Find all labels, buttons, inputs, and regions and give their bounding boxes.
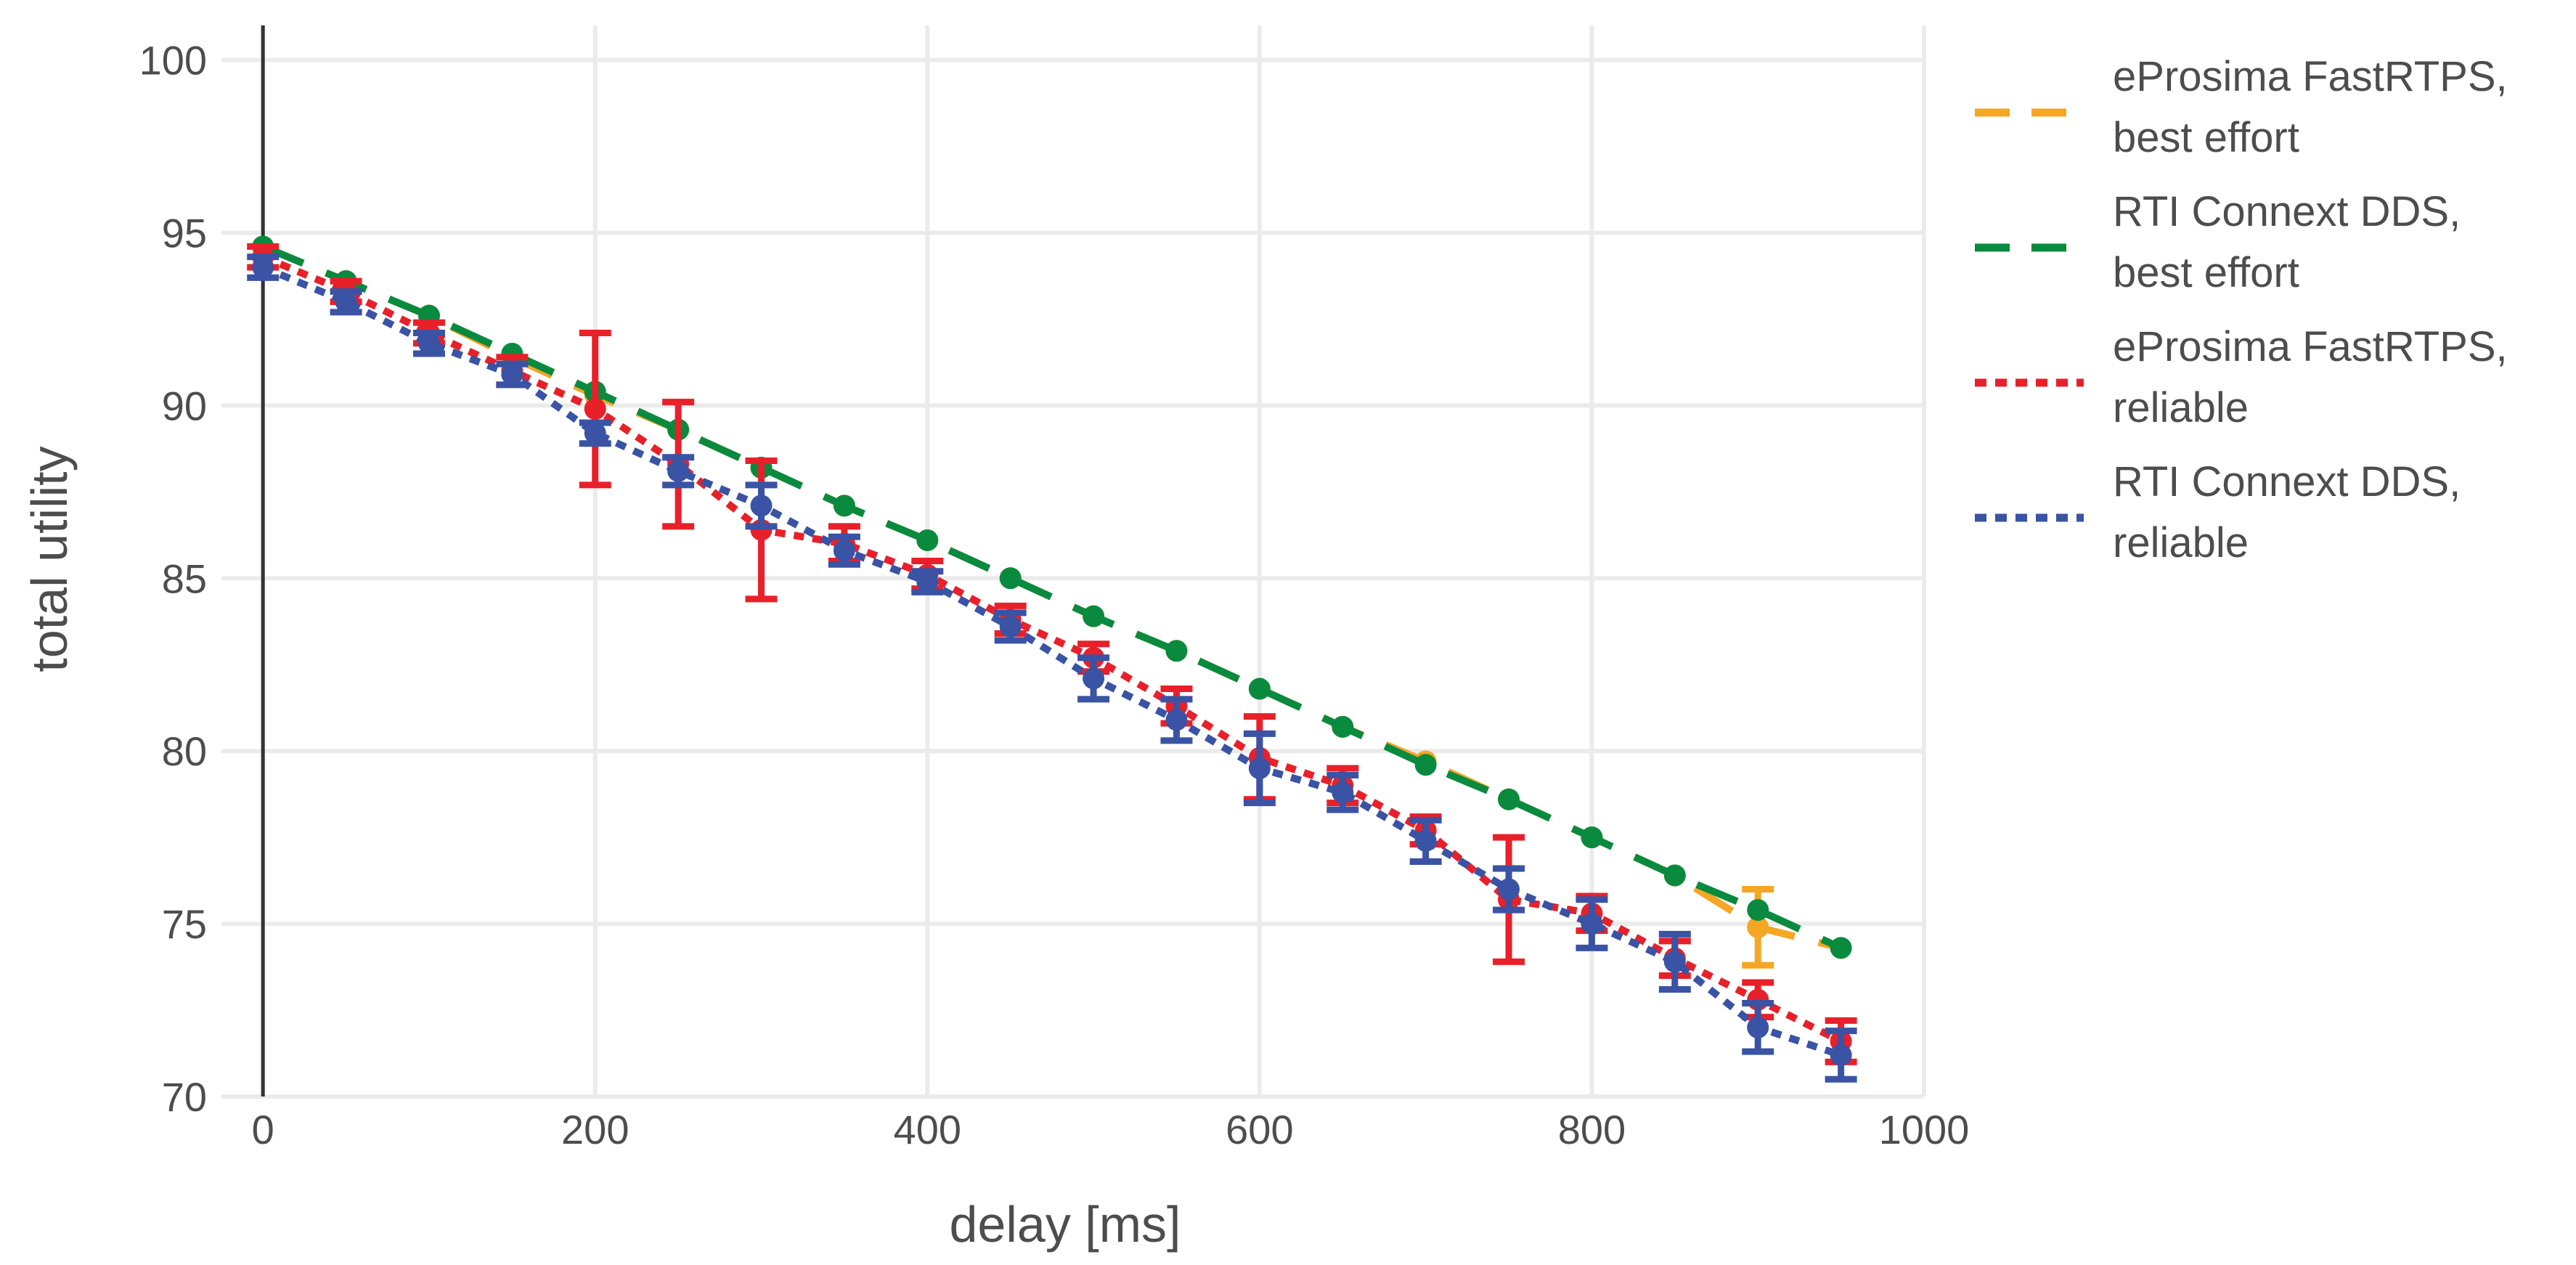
y-tick-label: 85 [162, 556, 207, 601]
y-tick-label: 95 [162, 210, 207, 256]
legend-label: eProsima FastRTPS, [2113, 53, 2508, 100]
x-tick-label: 0 [252, 1107, 274, 1152]
data-point [1165, 709, 1188, 731]
data-point [1083, 605, 1105, 627]
x-tick-label: 1000 [1879, 1107, 1970, 1152]
series-line [261, 243, 1843, 951]
series-line [261, 264, 1843, 1059]
data-point [999, 615, 1022, 638]
data-point [999, 567, 1022, 590]
legend-label: eProsima FastRTPS, [2113, 323, 2508, 370]
legend-item: eProsima FastRTPS, best effort [1975, 53, 2508, 161]
data-point [667, 460, 690, 482]
legend-label: RTI Connext DDS, [2113, 188, 2461, 235]
data-point [584, 398, 606, 420]
y-tick-label: 75 [162, 901, 207, 947]
data-point [1248, 678, 1271, 700]
legend-label: best effort [2113, 114, 2299, 161]
data-point [833, 495, 855, 517]
data-point [1332, 715, 1354, 738]
legend-item: RTI Connext DDS, reliable [1975, 458, 2461, 566]
y-tick-label: 80 [162, 728, 207, 774]
data-point [750, 495, 773, 517]
data-point [252, 256, 274, 279]
series-4 [247, 253, 1857, 1083]
legend-item: eProsima FastRTPS, reliable [1975, 323, 2508, 431]
data-point [1747, 1016, 1769, 1038]
data-point [1581, 913, 1603, 935]
data-point [1414, 754, 1437, 776]
data-point [1332, 781, 1354, 804]
data-point [916, 571, 939, 593]
data-point [1498, 788, 1520, 810]
data-point [1165, 640, 1188, 662]
data-point [833, 540, 855, 562]
data-point [1830, 937, 1852, 959]
series-layer [247, 235, 1857, 1083]
y-tick-label: 90 [162, 383, 207, 428]
y-tick-label: 70 [162, 1074, 207, 1120]
x-axis-title: delay [ms] [950, 1196, 1181, 1253]
data-point [1747, 899, 1769, 922]
data-point [1747, 916, 1769, 938]
y-tick-label: 100 [139, 38, 207, 84]
data-point [1083, 667, 1105, 690]
legend-label: reliable [2113, 519, 2249, 566]
data-point [1830, 1044, 1852, 1066]
data-point [1663, 951, 1686, 973]
data-point [335, 290, 357, 313]
data-point [916, 529, 939, 551]
data-point [1414, 829, 1437, 852]
series-2 [252, 235, 1852, 959]
x-tick-label: 400 [894, 1107, 961, 1152]
legend-label: best effort [2113, 249, 2299, 296]
data-point [584, 422, 606, 444]
legend-label: reliable [2113, 384, 2249, 431]
data-point [417, 332, 440, 354]
legend-label: RTI Connext DDS, [2113, 458, 2461, 505]
data-point [1498, 878, 1520, 900]
x-tick-label: 800 [1558, 1107, 1626, 1152]
series-1 [252, 235, 1852, 969]
x-tick-label: 600 [1226, 1107, 1293, 1152]
series-line [261, 253, 1843, 1045]
y-axis-title: total utility [21, 446, 78, 672]
data-point [1581, 826, 1603, 849]
grid [221, 25, 1926, 1099]
data-point [1663, 864, 1686, 887]
data-point [1248, 757, 1271, 779]
x-tick-label: 200 [561, 1107, 629, 1152]
data-point [501, 363, 523, 386]
legend-item: RTI Connext DDS, best effort [1975, 188, 2461, 296]
